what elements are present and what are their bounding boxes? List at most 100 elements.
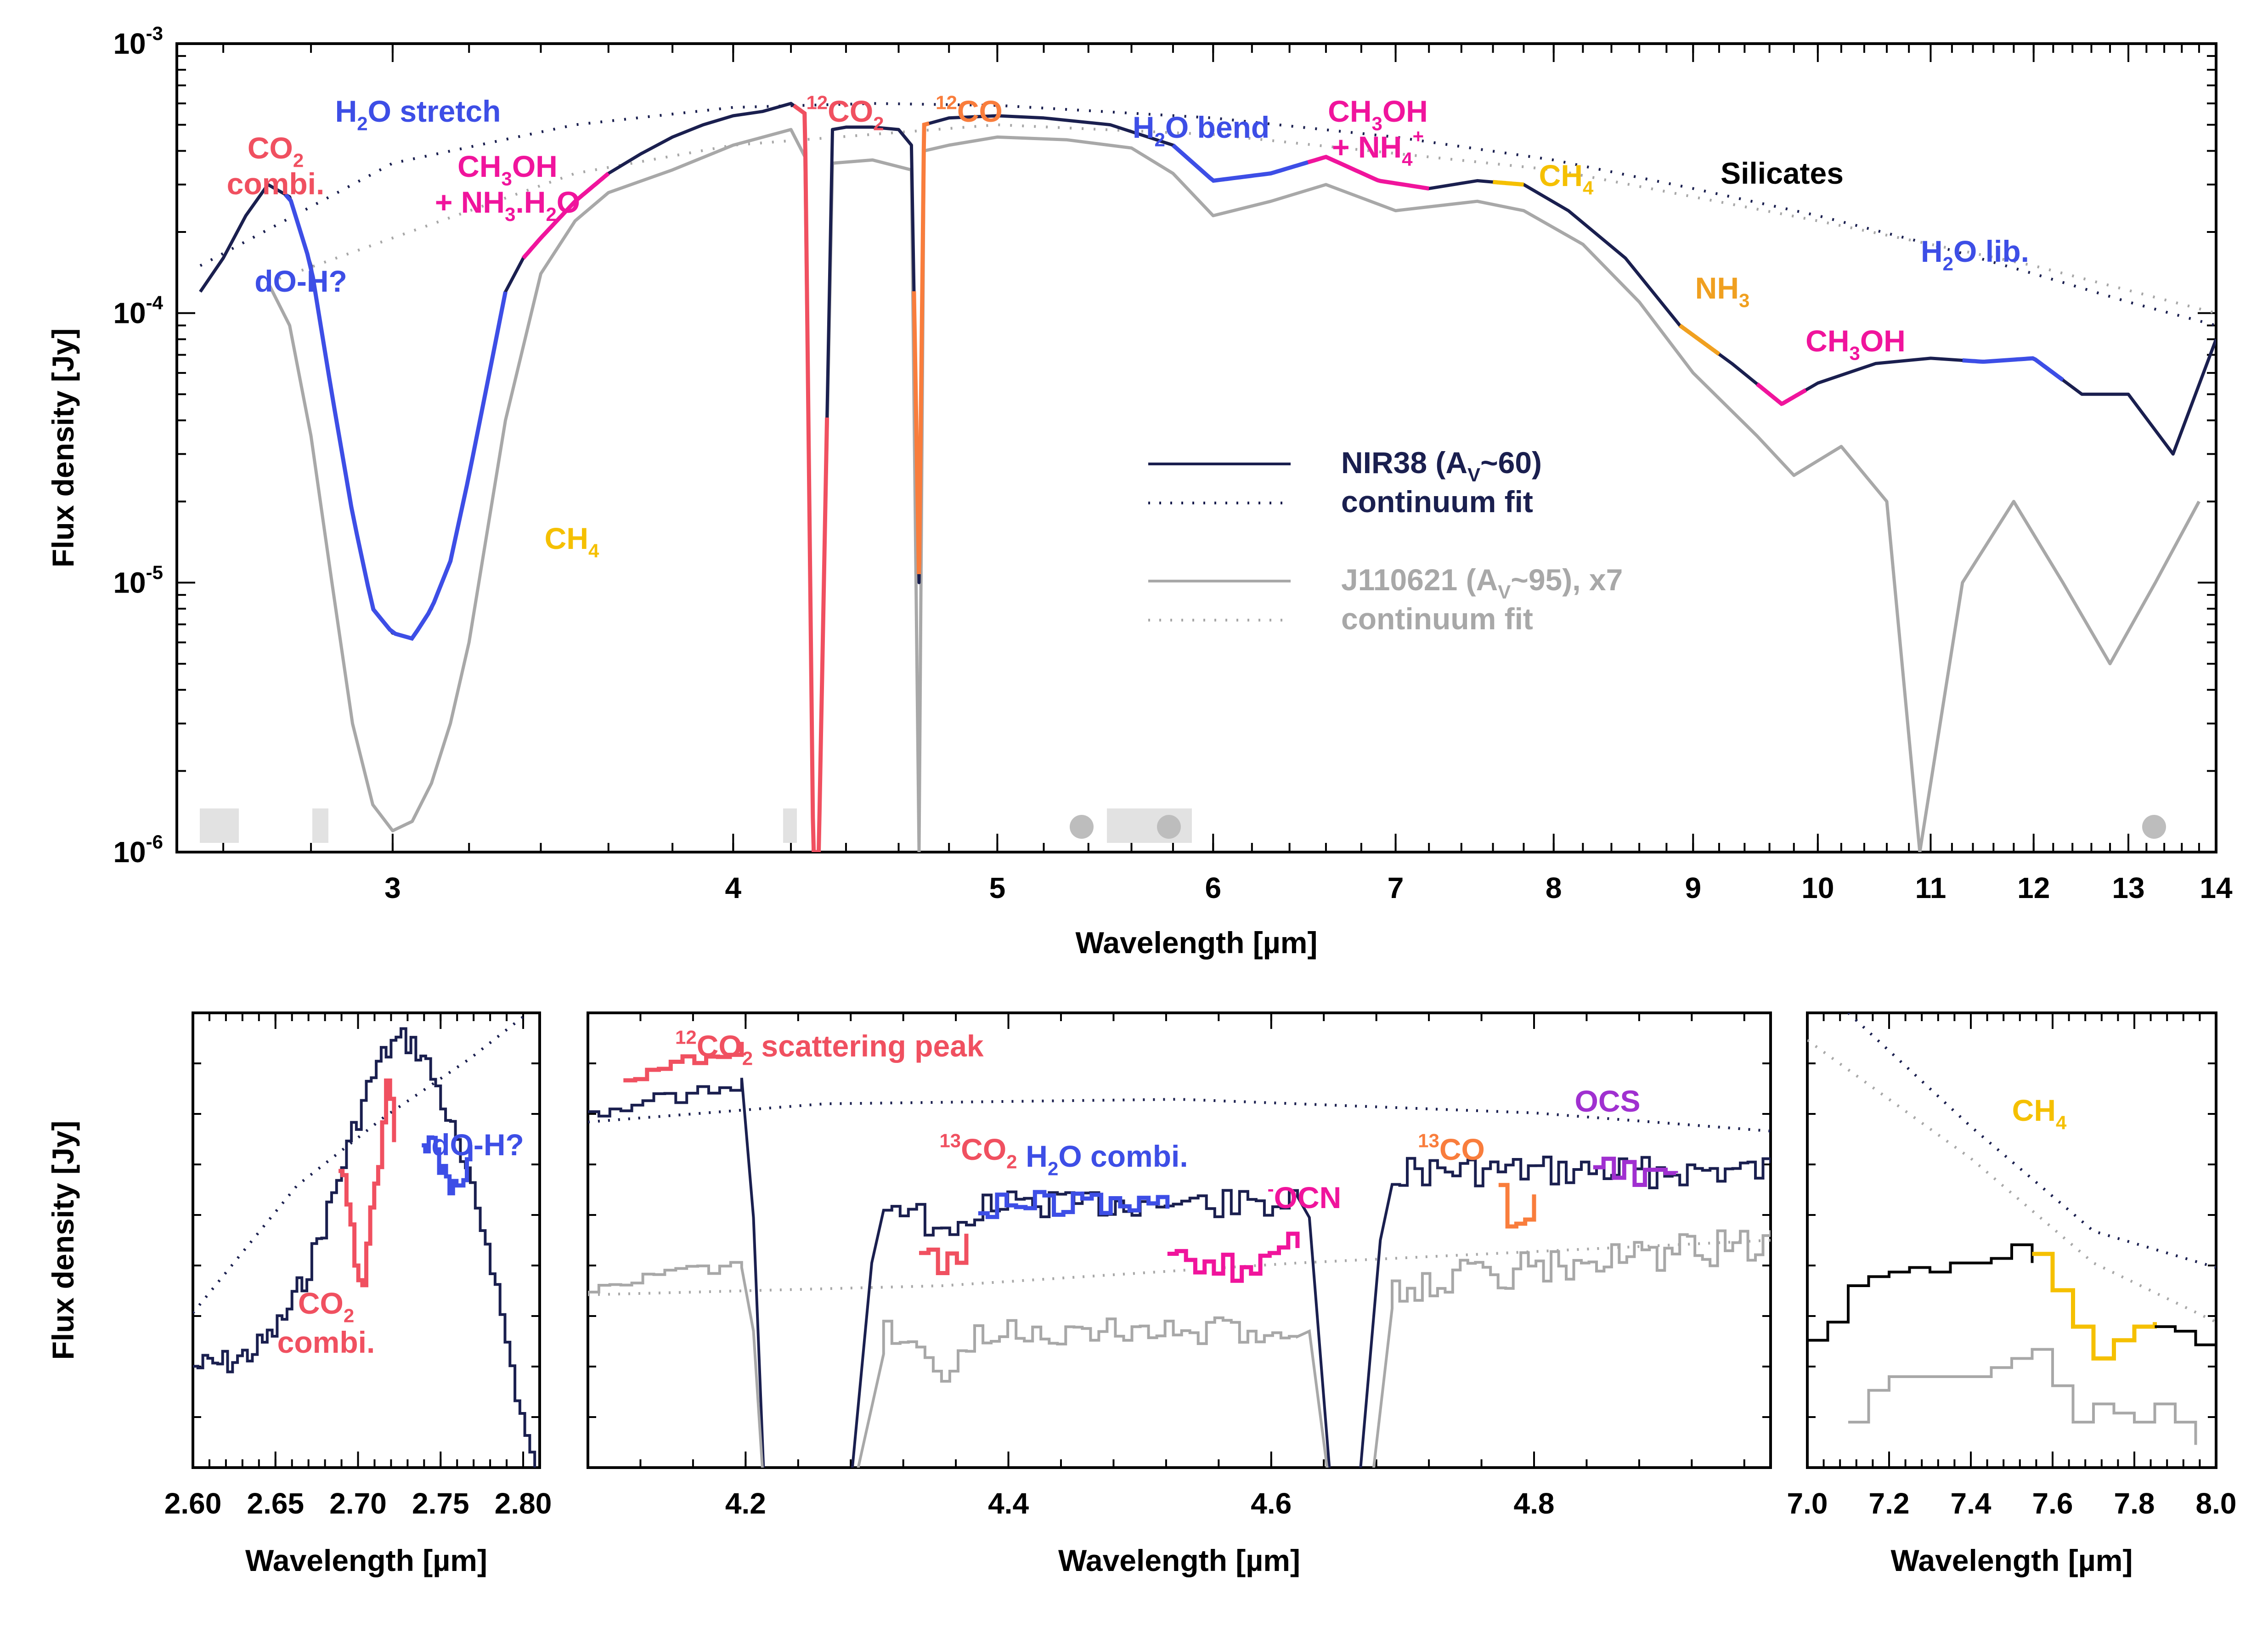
label-text: OCN [1274,1181,1342,1215]
y-tick-exponent: -5 [146,561,163,583]
label-subscript: 3 [505,203,515,225]
feature-label-line2: + NH4+ [1332,125,1424,170]
zoom-nir38 [193,1027,536,1468]
label-subscript: 2 [546,203,556,225]
x-tick-label: 7 [1388,871,1404,904]
zoom-nir38-right [2155,1325,2216,1354]
main-panel: 3 4 5 6 7 8 9 10 11 12 13 1410-610-510-410-3Wavelen… [46,23,2233,960]
label-text: + NH [1332,130,1402,164]
feature-label: 12CO2 scattering peak [675,1026,984,1069]
zoom-j110621-mid [857,1316,1329,1468]
x-tick-label: 7.6 [2032,1487,2073,1520]
x-tick-label: 7.0 [1787,1487,1828,1520]
x-tick-label: 2.75 [412,1487,469,1520]
y-tick-exponent: -4 [146,292,164,314]
legend-label: J110621 (AV~95), x7 [1341,563,1623,603]
legend-label: continuum fit [1341,485,1533,519]
legend-text-rest: ~95), x7 [1511,563,1623,597]
label-text: Silicates [1721,156,1844,190]
feature-label: CH4 [1539,158,1594,198]
x-axis-label: Wavelength [µm] [1891,1543,2133,1577]
label-text: CH [457,149,501,183]
x-tick-label: 4.8 [1514,1487,1555,1520]
zoom-j110621 [588,1261,764,1468]
x-tick-label: 2.60 [164,1487,222,1520]
y-tick-exponent: -6 [146,831,163,853]
zoom-j110621 [1848,1348,2197,1445]
label-text-rest: O bend [1165,110,1269,144]
label-text-rest: OH [1860,324,1906,358]
feature-label: 12CO [936,91,1003,128]
label-text: CH [545,521,588,555]
label-text: dO-H? [254,264,347,298]
segment-nh3 [1678,323,1721,356]
label-subscript: 4 [1583,177,1594,198]
masked-marker [1070,815,1094,839]
label-subscript: 2 [357,113,367,134]
segment-12co [912,121,930,574]
label-text: H [1921,234,1943,268]
label-subscript: 4 [2056,1112,2067,1133]
label-text-rest: O stretch [368,94,501,128]
label-text-rest: O combi. [1058,1139,1188,1173]
zoom-ch4-band [2032,1252,2157,1361]
label-subscript: 4 [588,540,599,561]
label-text: NH [1695,271,1739,305]
feature-label: NH3 [1695,271,1750,311]
feature-label: -OCN [1268,1178,1342,1215]
zoom-j110621-right [1372,1229,1771,1468]
zoom-nir38-right [1359,1155,1771,1468]
x-axis-label: Wavelength [µm] [1058,1543,1300,1577]
label-superscript-prefix: - [1268,1178,1274,1199]
zoom-series [1807,1013,2216,1445]
segment-ch3oh [1755,382,1807,407]
zoom-nir38 [1807,1243,2034,1342]
legend-label: continuum fit [1341,602,1533,636]
label-subscript: 3 [1371,113,1382,134]
feature-label: CO2 [248,131,304,171]
label-text: combi. [227,167,325,201]
label-text: CO [1439,1132,1485,1166]
segment-h2o-bend [1171,143,1309,183]
legend-text: continuum fit [1341,485,1533,519]
label-text-rest: scattering peak [753,1029,984,1063]
feature-label-line2: + NH3.H2O [435,185,580,225]
zoom-ocn [1167,1232,1300,1283]
label-subscript: 2 [1006,1151,1017,1172]
x-tick-label: 2.70 [329,1487,387,1520]
label-text: OCS [1574,1084,1640,1118]
x-tick-label: 9 [1685,871,1701,904]
series-j110621 [266,128,2200,852]
x-tick-label: 5 [989,871,1006,904]
x-tick-label: 6 [1205,871,1222,904]
segment-ch3oh-nh3 [521,172,610,260]
zoom-continuum-j110621 [588,1239,1771,1296]
label-text: CO [957,94,1003,128]
label-superscript: + [1413,125,1424,147]
masked-region [783,808,797,843]
label-subscript: 2 [1154,129,1165,150]
label-text: H [335,94,357,128]
label-text: CO [298,1286,344,1320]
label-text-rest: OH [1382,94,1428,128]
x-tick-label: 2.80 [495,1487,552,1520]
label-subscript: 2 [344,1305,354,1326]
feature-label: H2O lib. [1921,234,2029,274]
masked-marker [1157,815,1181,839]
feature-label: CH4 [545,521,599,561]
feature-label: OCS [1574,1084,1640,1118]
label-subscript: 3 [1849,342,1860,364]
label-subscript: 3 [1739,289,1749,311]
feature-label: dO-H? [431,1128,524,1162]
x-tick-label: 7.4 [1951,1487,1992,1520]
legend-text: continuum fit [1341,602,1533,636]
feature-label: H2O stretch [335,94,501,134]
label-superscript-prefix: 12 [806,91,828,113]
y-tick-label: 10-5 [113,561,163,599]
zoom-series [193,1013,536,1468]
label-text: CH [2012,1093,2056,1127]
label-text: H [1133,110,1155,144]
